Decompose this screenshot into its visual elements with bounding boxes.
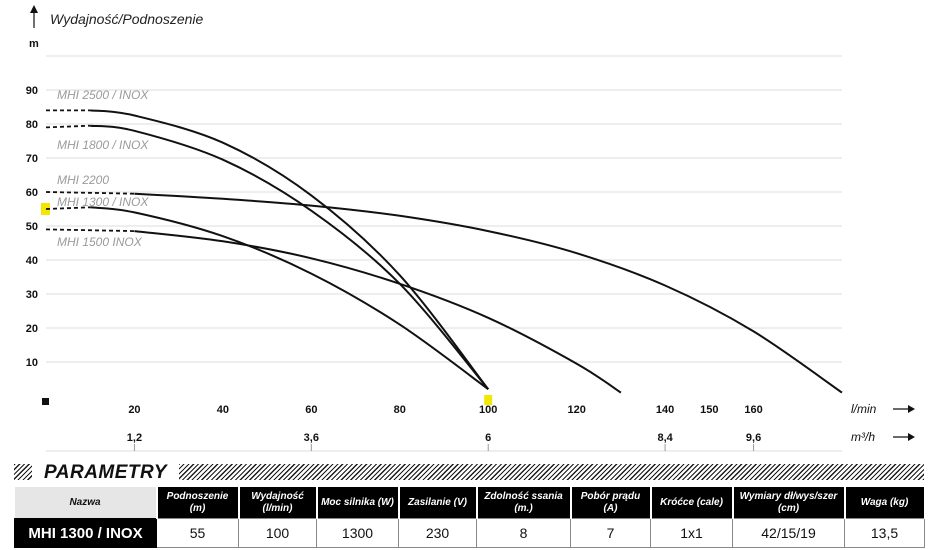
x-tick-label-lmin: 150 bbox=[700, 404, 718, 416]
series-dash-mhi-1500-inox bbox=[45, 228, 135, 232]
x-tick-label-lmin: 100 bbox=[479, 404, 497, 416]
header-zasilanie: Zasilanie (V) bbox=[398, 487, 478, 519]
x-tick-label-lmin: 160 bbox=[744, 404, 762, 416]
y-axis-unit: m bbox=[29, 38, 39, 50]
y-tick-label: 80 bbox=[26, 119, 38, 131]
y-tick-label: 40 bbox=[26, 255, 38, 267]
y-tick-label: 90 bbox=[26, 85, 38, 97]
cell-zdolnosc-ssania: 8 bbox=[476, 518, 571, 548]
x-unit-m3h: m³/h bbox=[851, 430, 875, 444]
cell-wydajnosc: 100 bbox=[238, 518, 317, 548]
performance-chart: 10 20 30 40 50 60 70 80 90 Wydajność/Podnoszenie m… bbox=[26, 5, 915, 452]
cell-nazwa: MHI 1300 / INOX bbox=[14, 518, 157, 548]
y-axis-arrow-icon bbox=[30, 5, 38, 13]
cell-waga: 13,5 bbox=[844, 518, 925, 548]
series-label-mhi-2500-inox: MHI 2500 / INOX bbox=[57, 88, 149, 102]
y-axis-title: Wydajność/Podnoszenie bbox=[50, 11, 204, 27]
series-label-mhi-1300-inox: MHI 1300 / INOX bbox=[57, 195, 149, 209]
x-tick-label-m3h: 8,4 bbox=[657, 432, 673, 444]
series-line-mhi-2200 bbox=[134, 192, 843, 394]
y-tick-label: 70 bbox=[26, 153, 38, 165]
header-zdolnosc-ssania: Zdolność ssania (m.) bbox=[476, 487, 572, 519]
highlight-head-marker bbox=[41, 203, 50, 215]
cell-pobor-pradu: 7 bbox=[570, 518, 651, 548]
table-row: MHI 1300 / INOX 55 100 1300 230 8 7 1x1 … bbox=[14, 518, 925, 548]
chart-labels: 10 20 30 40 50 60 70 80 90 Wydajność/Podnoszenie m… bbox=[26, 11, 877, 444]
chart-axes bbox=[30, 5, 915, 451]
series-dash-mhi-1300-inox bbox=[45, 206, 91, 210]
x-tick-label-lmin: 140 bbox=[656, 404, 674, 416]
x-tick-label-lmin: 80 bbox=[394, 404, 406, 416]
header-wymiary: Wymiary dł/wys/szer (cm) bbox=[732, 487, 846, 519]
table-header-row: Nazwa Podnoszenie (m) Wydajność (l/min) … bbox=[14, 487, 926, 519]
series-dash-mhi-2200 bbox=[45, 191, 135, 195]
y-tick-label: 60 bbox=[26, 187, 38, 199]
header-wydajnosc: Wydajność (l/min) bbox=[238, 487, 318, 519]
x-tick-label-m3h: 3,6 bbox=[304, 432, 319, 444]
x-arrow-icon-m3h bbox=[908, 433, 915, 441]
x-tick-label-lmin: 60 bbox=[305, 404, 317, 416]
cell-podnoszenie: 55 bbox=[156, 518, 239, 548]
header-waga: Waga (kg) bbox=[844, 487, 926, 519]
cell-krocce: 1x1 bbox=[650, 518, 733, 548]
highlight-flow-marker bbox=[484, 395, 493, 405]
x-unit-lmin: l/min bbox=[851, 402, 877, 416]
x-tick-label-lmin: 20 bbox=[128, 404, 140, 416]
y-tick-label: 10 bbox=[26, 357, 38, 369]
y-tick-label: 20 bbox=[26, 323, 38, 335]
series-label-mhi-1800-inox: MHI 1800 / INOX bbox=[57, 138, 149, 152]
x-tick-label-lmin: 40 bbox=[217, 404, 229, 416]
series-line-mhi-1500-inox bbox=[134, 230, 622, 394]
chart-series bbox=[45, 109, 843, 394]
y-tick-label: 50 bbox=[26, 221, 38, 233]
series-dash-mhi-1800-inox bbox=[45, 124, 91, 129]
header-pobor-pradu: Pobór prądu (A) bbox=[570, 487, 652, 519]
x-tick-label-m3h: 6 bbox=[485, 432, 491, 444]
header-podnoszenie: Podnoszenie (m) bbox=[156, 487, 240, 519]
origin-marker bbox=[42, 398, 49, 405]
header-moc-silnika: Moc silnika (W) bbox=[316, 487, 400, 519]
series-line-mhi-2500-inox bbox=[90, 109, 489, 390]
series-line-mhi-1300-inox bbox=[90, 206, 489, 391]
cell-moc-silnika: 1300 bbox=[316, 518, 399, 548]
x-arrow-icon-lmin bbox=[908, 405, 915, 413]
header-nazwa: Nazwa bbox=[14, 487, 158, 519]
parametry-title: PARAMETRY bbox=[32, 462, 180, 484]
parametry-banner: PARAMETRY bbox=[14, 462, 924, 484]
y-tick-label: 30 bbox=[26, 289, 38, 301]
x-tick-label-lmin: 120 bbox=[567, 404, 585, 416]
series-label-mhi-2200: MHI 2200 bbox=[57, 173, 109, 187]
parametry-table: Nazwa Podnoszenie (m) Wydajność (l/min) … bbox=[14, 487, 926, 548]
x-tick-label-m3h: 9,6 bbox=[746, 432, 761, 444]
x-tick-label-m3h: 1,2 bbox=[127, 432, 142, 444]
series-line-mhi-1800-inox bbox=[90, 124, 489, 390]
series-label-mhi-1500-inox: MHI 1500 INOX bbox=[57, 235, 143, 249]
cell-wymiary: 42/15/19 bbox=[732, 518, 845, 548]
header-krocce: Króćce (cale) bbox=[650, 487, 734, 519]
chart-grid bbox=[46, 55, 842, 452]
cell-zasilanie: 230 bbox=[398, 518, 477, 548]
